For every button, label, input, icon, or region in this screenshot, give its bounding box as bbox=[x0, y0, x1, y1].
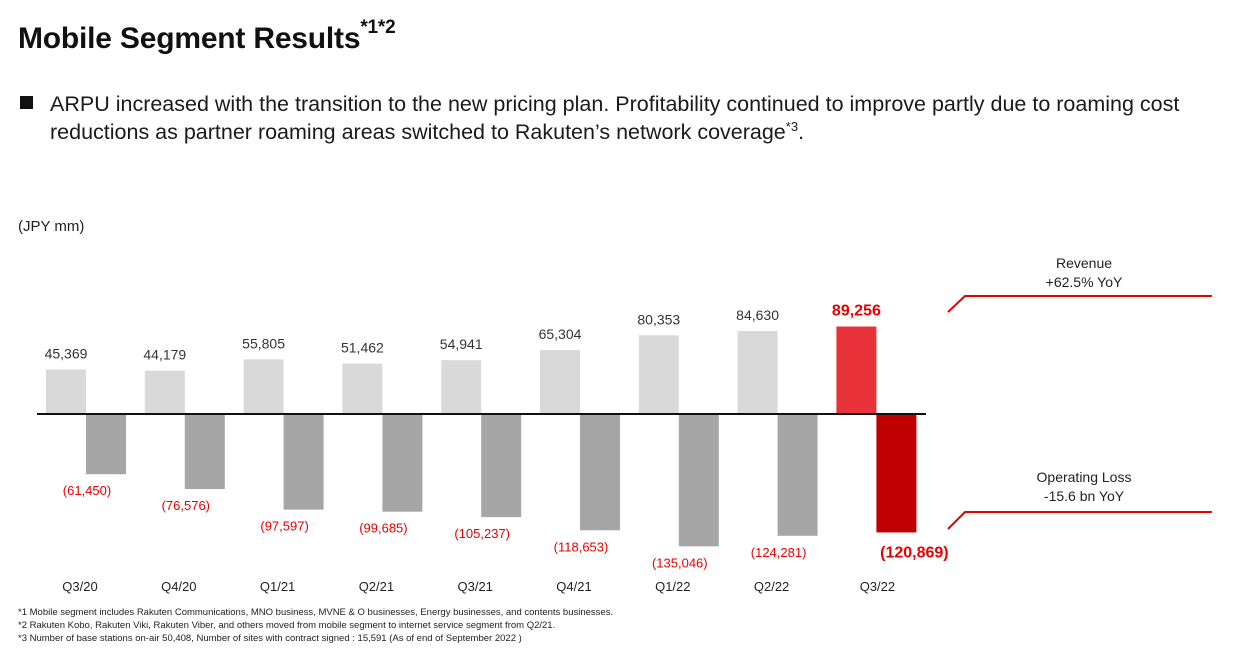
x-tick-label: Q3/21 bbox=[457, 579, 492, 594]
title-footnote-marker: *1*2 bbox=[360, 17, 396, 38]
title-text: Mobile Segment Results bbox=[18, 22, 361, 55]
revenue-data-label: 84,630 bbox=[736, 307, 779, 323]
loss-data-label: (135,046) bbox=[652, 555, 708, 570]
revenue-data-label: 45,369 bbox=[45, 346, 88, 362]
revenue-bar bbox=[638, 335, 679, 414]
revenue-data-label: 80,353 bbox=[637, 311, 680, 327]
loss-bar bbox=[86, 414, 126, 475]
x-tick-label: Q3/22 bbox=[860, 579, 895, 594]
revenue-callout-yoy: +62.5% YoY bbox=[1046, 274, 1123, 290]
revenue-bar bbox=[836, 326, 877, 414]
revenue-data-label: 54,941 bbox=[440, 336, 483, 352]
x-tick-label: Q2/22 bbox=[754, 579, 789, 594]
revenue-bar bbox=[737, 331, 778, 414]
x-tick-label: Q1/22 bbox=[655, 579, 690, 594]
revenue-bar bbox=[540, 350, 580, 414]
footnote-3: *3 Number of base stations on-air 50,408… bbox=[18, 633, 522, 644]
revenue-data-label: 65,304 bbox=[539, 326, 582, 342]
bullet-square-icon bbox=[20, 96, 33, 109]
page-title: Mobile Segment Results*1*2 bbox=[18, 18, 396, 56]
x-tick-label: Q4/21 bbox=[556, 579, 591, 594]
loss-data-label: (105,237) bbox=[454, 526, 510, 541]
x-tick-label: Q3/20 bbox=[62, 579, 97, 594]
revenue-data-label: 55,805 bbox=[242, 335, 285, 351]
revenue-callout-title: Revenue bbox=[1056, 255, 1112, 271]
loss-bar bbox=[678, 414, 719, 547]
loss-bar bbox=[876, 414, 917, 533]
loss-data-label: (99,685) bbox=[359, 521, 407, 536]
x-tick-label: Q1/21 bbox=[260, 579, 295, 594]
footnote-2: *2 Rakuten Kobo, Rakuten Viki, Rakuten V… bbox=[18, 620, 556, 631]
loss-data-label: (118,653) bbox=[554, 539, 609, 554]
revenue-bar bbox=[243, 359, 284, 414]
loss-bar bbox=[184, 414, 225, 490]
loss-bar bbox=[777, 414, 818, 536]
unit-label: (JPY mm) bbox=[18, 218, 85, 235]
revenue-data-label: 89,256 bbox=[832, 303, 881, 320]
summary-suffix: . bbox=[798, 120, 805, 144]
loss-data-label: (76,576) bbox=[162, 498, 210, 513]
loss-bar bbox=[283, 414, 324, 510]
loss-bar bbox=[481, 414, 522, 518]
summary-body: ARPU increased with the transition to th… bbox=[50, 92, 1180, 144]
loss-data-label: (120,869) bbox=[880, 544, 949, 561]
footnotes: *1 Mobile segment includes Rakuten Commu… bbox=[18, 606, 613, 645]
revenue-callout-line bbox=[947, 295, 1212, 313]
footnote-1: *1 Mobile segment includes Rakuten Commu… bbox=[18, 607, 614, 618]
loss-callout-title: Operating Loss bbox=[1037, 469, 1132, 485]
loss-data-label: (124,281) bbox=[751, 545, 807, 560]
loss-callout-yoy: -15.6 bn YoY bbox=[1044, 488, 1125, 504]
loss-bar bbox=[382, 414, 423, 512]
loss-data-label: (97,597) bbox=[260, 519, 308, 534]
loss-callout-line bbox=[947, 511, 1212, 530]
revenue-bar bbox=[144, 370, 185, 414]
summary-text: ARPU increased with the transition to th… bbox=[50, 90, 1230, 146]
loss-data-label: (61,450) bbox=[63, 483, 111, 498]
revenue-data-label: 44,179 bbox=[143, 347, 186, 363]
revenue-bar bbox=[441, 360, 482, 414]
revenue-data-label: 51,462 bbox=[341, 340, 384, 356]
x-tick-label: Q4/20 bbox=[161, 579, 196, 594]
x-tick-label: Q2/21 bbox=[359, 579, 394, 594]
revenue-bar bbox=[46, 369, 86, 414]
revenue-bar bbox=[342, 363, 383, 414]
loss-bar bbox=[580, 414, 620, 531]
summary-footnote-marker: *3 bbox=[785, 118, 799, 134]
